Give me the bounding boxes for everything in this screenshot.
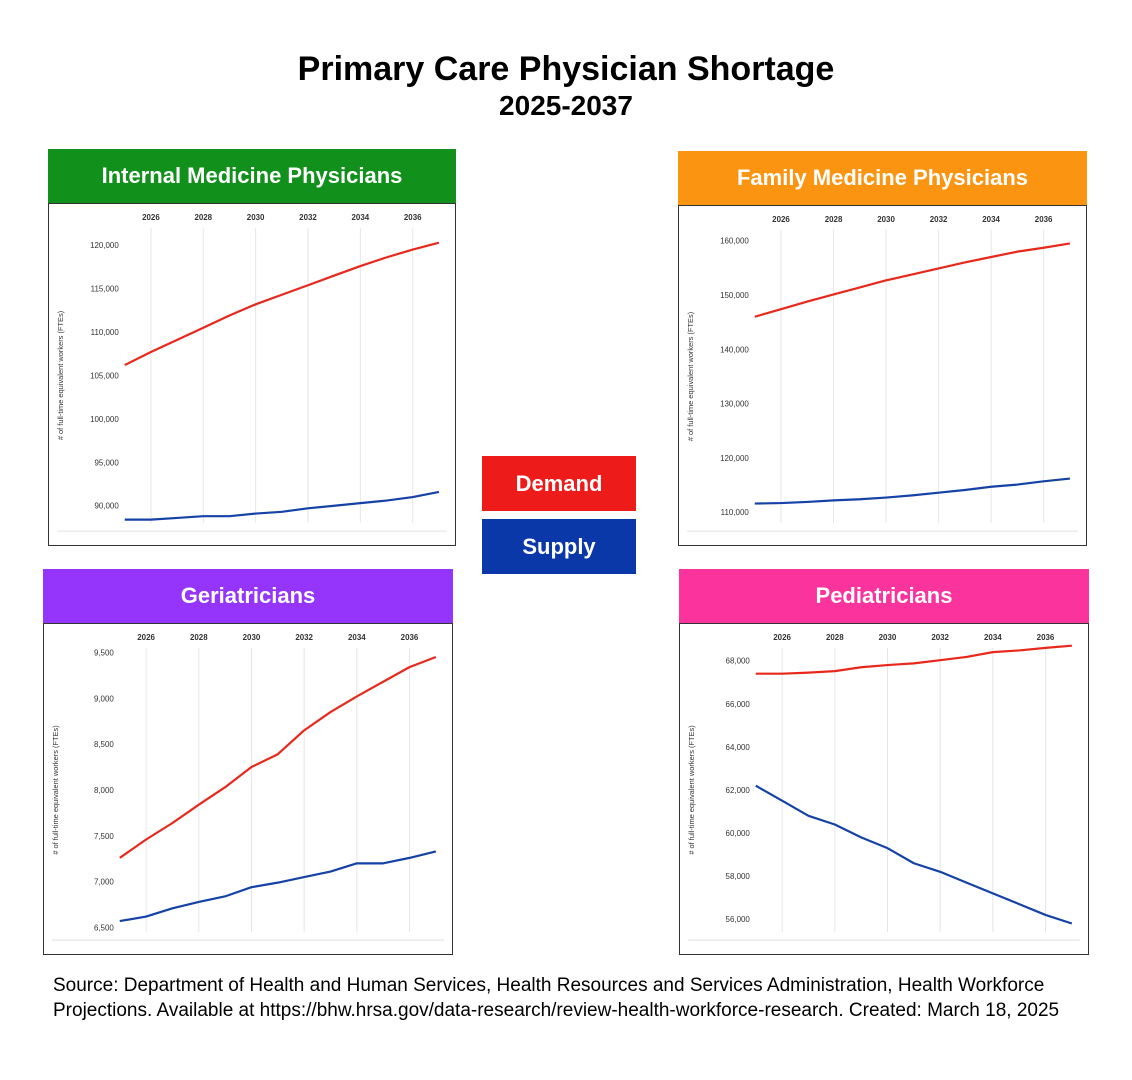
series-line-supply bbox=[124, 490, 440, 521]
y-tick-label: 105,000 bbox=[90, 371, 119, 380]
y-tick-label: 90,000 bbox=[95, 502, 120, 511]
panel-family-medicine: Family Medicine Physicians 2026 2028 2030 2… bbox=[678, 151, 1087, 546]
y-tick-label: 130,000 bbox=[720, 400, 749, 409]
y-tick-label: 140,000 bbox=[720, 345, 749, 354]
x-tick-label: 2036 bbox=[1035, 215, 1053, 224]
panel-geriatricians: Geriatricians 2026 2028 2030 2032 2034 2036 6,… bbox=[43, 569, 453, 955]
line-chart: 2026 2028 2030 2032 2034 2036 90,000 95,000 100,… bbox=[56, 213, 447, 532]
y-tick-label: 68,000 bbox=[726, 657, 751, 666]
x-tick-label: 2034 bbox=[352, 213, 370, 222]
y-tick-label: 60,000 bbox=[726, 829, 751, 838]
x-tick-label: 2032 bbox=[299, 213, 317, 222]
line-chart: 2026 2028 2030 2032 2034 2036 6,500 7,000 7,500 8… bbox=[51, 633, 444, 941]
y-tick-label: 150,000 bbox=[720, 291, 749, 300]
x-tick-label: 2028 bbox=[825, 215, 843, 224]
panel-header: Pediatricians bbox=[679, 569, 1089, 623]
x-tick-label: 2030 bbox=[879, 633, 897, 642]
y-axis-label: # of full-time equivalent workers (FTEs) bbox=[51, 725, 60, 855]
y-tick-label: 8,000 bbox=[94, 786, 114, 795]
x-tick-label: 2034 bbox=[984, 633, 1002, 642]
x-tick-label: 2026 bbox=[142, 213, 160, 222]
y-tick-label: 56,000 bbox=[726, 915, 751, 924]
line-chart: 2026 2028 2030 2032 2034 2036 110,000 120,000 13… bbox=[686, 215, 1078, 532]
y-tick-label: 9,000 bbox=[94, 694, 114, 703]
panel-header: Geriatricians bbox=[43, 569, 453, 623]
y-tick-label: 6,500 bbox=[94, 924, 114, 933]
series-line-demand bbox=[119, 655, 437, 859]
y-tick-label: 160,000 bbox=[720, 237, 749, 246]
x-tick-label: 2036 bbox=[404, 213, 422, 222]
y-tick-label: 9,500 bbox=[94, 648, 114, 657]
series-line-supply bbox=[119, 850, 437, 923]
source-note: Source: Department of Health and Human S… bbox=[53, 975, 1060, 1021]
y-tick-label: 120,000 bbox=[720, 454, 749, 463]
y-tick-label: 58,000 bbox=[726, 872, 751, 881]
x-tick-label: 2026 bbox=[772, 215, 790, 224]
series-line-supply bbox=[755, 784, 1073, 925]
chart-subtitle: 2025-2037 bbox=[499, 90, 633, 121]
x-tick-label: 2036 bbox=[401, 633, 419, 642]
line-chart: 2026 2028 2030 2032 2034 2036 56,000 58,000 60,0… bbox=[687, 633, 1080, 941]
y-axis-label: # of full-time equivalent workers (FTEs) bbox=[686, 311, 695, 441]
series-line-demand bbox=[124, 241, 440, 367]
y-axis-label: # of full-time equivalent workers (FTEs) bbox=[56, 310, 65, 440]
y-tick-label: 66,000 bbox=[726, 700, 751, 709]
y-tick-label: 110,000 bbox=[721, 508, 750, 517]
y-tick-label: 120,000 bbox=[90, 241, 119, 250]
x-tick-label: 2030 bbox=[877, 215, 895, 224]
x-tick-label: 2030 bbox=[243, 633, 261, 642]
y-axis-label: # of full-time equivalent workers (FTEs) bbox=[687, 725, 696, 855]
x-tick-label: 2032 bbox=[930, 215, 948, 224]
chart-main-title: Primary Care Physician Shortage bbox=[297, 50, 835, 88]
panel-internal-medicine: Internal Medicine Physicians 2026 2028 203… bbox=[48, 149, 456, 546]
x-tick-label: 2028 bbox=[826, 633, 844, 642]
x-tick-label: 2034 bbox=[348, 633, 366, 642]
panel-header: Internal Medicine Physicians bbox=[48, 149, 456, 203]
x-tick-label: 2032 bbox=[931, 633, 949, 642]
chart-area: 2026 2028 2030 2032 2034 2036 110,000 120,000 13… bbox=[678, 205, 1087, 546]
x-tick-label: 2036 bbox=[1037, 633, 1055, 642]
series-line-demand bbox=[754, 242, 1071, 318]
chart-area: 2026 2028 2030 2032 2034 2036 56,000 58,000 60,0… bbox=[679, 623, 1089, 955]
y-tick-label: 95,000 bbox=[95, 458, 120, 467]
legend-demand: Demand bbox=[482, 456, 636, 511]
y-tick-label: 110,000 bbox=[91, 328, 120, 337]
y-tick-label: 64,000 bbox=[726, 743, 751, 752]
x-tick-label: 2030 bbox=[247, 213, 265, 222]
y-tick-label: 115,000 bbox=[91, 285, 120, 294]
y-tick-label: 7,000 bbox=[94, 878, 114, 887]
chart-area: 2026 2028 2030 2032 2034 2036 90,000 95,000 100,… bbox=[48, 203, 456, 546]
y-tick-label: 8,500 bbox=[94, 740, 114, 749]
panel-header: Family Medicine Physicians bbox=[678, 151, 1087, 205]
x-tick-label: 2026 bbox=[773, 633, 791, 642]
x-tick-label: 2026 bbox=[137, 633, 155, 642]
x-tick-label: 2034 bbox=[982, 215, 1000, 224]
x-tick-label: 2028 bbox=[190, 633, 208, 642]
y-tick-label: 100,000 bbox=[90, 415, 119, 424]
series-line-supply bbox=[754, 477, 1071, 505]
chart-area: 2026 2028 2030 2032 2034 2036 6,500 7,000 7,500 8… bbox=[43, 623, 453, 955]
x-tick-label: 2028 bbox=[194, 213, 212, 222]
y-tick-label: 62,000 bbox=[726, 786, 751, 795]
legend-supply: Supply bbox=[482, 519, 636, 574]
series-line-demand bbox=[755, 644, 1072, 675]
y-tick-label: 7,500 bbox=[94, 832, 114, 841]
x-tick-label: 2032 bbox=[295, 633, 313, 642]
panel-pediatricians: Pediatricians 2026 2028 2030 2032 2034 2036 56… bbox=[679, 569, 1089, 955]
